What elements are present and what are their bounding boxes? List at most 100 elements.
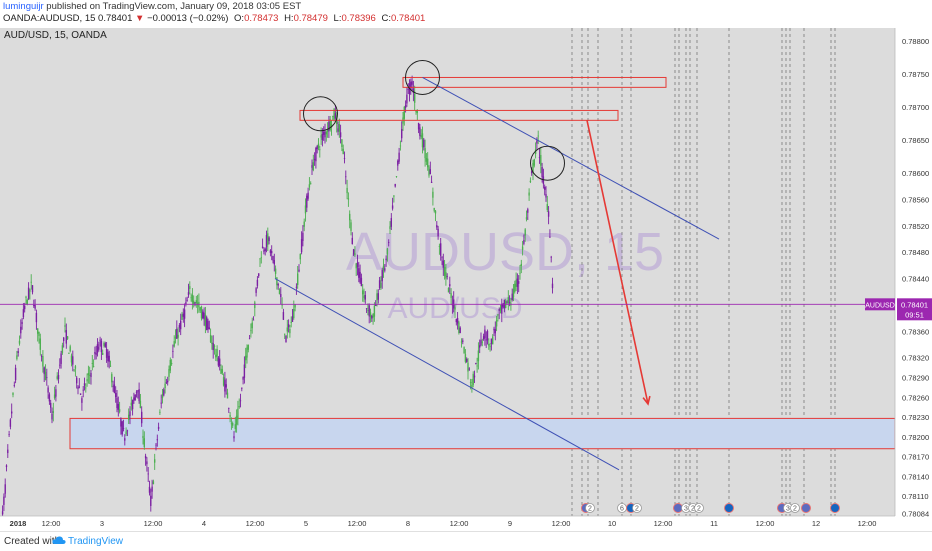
candle-body [364, 294, 366, 300]
candle-body [154, 459, 156, 463]
candle-body [544, 186, 546, 190]
candle-body [302, 232, 304, 241]
candle-body [131, 400, 134, 410]
candle-body [492, 336, 494, 345]
candle-body [176, 328, 178, 339]
candle-body [375, 304, 377, 306]
time-tick-label: 5 [304, 519, 308, 528]
footer-bar: Created with TradingView [0, 531, 932, 551]
candle-body [100, 341, 103, 353]
candle-body [529, 180, 532, 183]
candle-body [334, 113, 337, 119]
candle-body [514, 283, 516, 292]
candle-body [52, 411, 54, 413]
projection-arrow [586, 120, 649, 405]
candle-body [547, 211, 550, 217]
candles [0, 75, 554, 531]
candle-body [276, 277, 278, 286]
candle-body [355, 263, 357, 269]
candle-body [521, 246, 524, 250]
candle-body [480, 339, 482, 345]
au-flag-icon [830, 503, 840, 513]
candle-body [76, 377, 78, 384]
candle-body [511, 293, 513, 300]
author-link[interactable]: luminguijr [3, 1, 44, 12]
candle-body [147, 473, 149, 475]
candle-body [208, 327, 210, 330]
candle-body [213, 345, 216, 348]
candle-body [224, 379, 226, 392]
price-tick-label: 0.78480 [902, 248, 929, 257]
candle-body [378, 280, 381, 289]
candle-body [272, 255, 274, 261]
candle-body [328, 121, 330, 132]
candle-body [135, 391, 138, 393]
candle-body [152, 481, 155, 485]
candle-body [528, 192, 530, 196]
candle-body [69, 346, 71, 352]
candle-body [13, 385, 15, 386]
candle-body [278, 289, 281, 295]
candle-body [206, 317, 208, 330]
candle-body [363, 295, 365, 299]
candle-body [490, 338, 493, 344]
price-tick-label: 0.78110 [902, 492, 929, 501]
demand-zone [69, 417, 896, 450]
event-badge-count: 2 [588, 506, 592, 513]
candle-body [354, 253, 356, 256]
candle-body [393, 195, 395, 197]
candle-body [191, 294, 194, 303]
tradingview-logo-text[interactable]: TradingView [68, 536, 124, 547]
candle-body [463, 347, 465, 354]
price-tick-label: 0.78290 [902, 374, 929, 383]
candle-body [170, 362, 173, 365]
peak-circle-1 [303, 96, 338, 132]
candle-body [12, 392, 14, 395]
price-tick-label: 0.78084 [902, 509, 929, 518]
candle-body [320, 135, 322, 138]
candle-body [519, 272, 521, 274]
candle-body [404, 105, 407, 108]
candle-body [449, 284, 451, 287]
candle-body [211, 342, 213, 344]
candle-body [81, 398, 83, 403]
candle-body [303, 221, 305, 227]
candle-body [264, 248, 266, 252]
candle-body [85, 387, 87, 389]
candle-body [246, 347, 248, 358]
candle-body [360, 277, 363, 287]
candle-body [384, 268, 386, 271]
symbol-name[interactable]: OANDA:AUDUSD, 15 [3, 13, 96, 24]
candle-body [182, 313, 184, 317]
candle-body [256, 279, 259, 286]
candle-body [9, 419, 12, 427]
close-label: C: [381, 13, 391, 24]
candle-body [151, 486, 153, 492]
candle-body [113, 384, 116, 393]
candle-body [258, 273, 260, 277]
candle-body [468, 368, 470, 370]
candle-body [115, 392, 117, 398]
trend-channel-upper [422, 77, 720, 240]
candle-body [385, 258, 387, 261]
candle-body [501, 304, 503, 314]
event-badge-icon [790, 503, 800, 513]
candle-body [459, 327, 461, 334]
candle-body [282, 312, 285, 320]
candle-body [254, 302, 256, 309]
candle-body [222, 377, 225, 386]
candle-body [228, 408, 230, 409]
candle-body [126, 430, 129, 432]
candle-body [108, 355, 110, 362]
event-badge-count: 3 [786, 506, 790, 513]
candle-body [423, 139, 425, 148]
candle-body [300, 239, 303, 253]
candle-body [323, 131, 325, 135]
low-value: 0.78396 [341, 13, 376, 24]
candle-body [16, 355, 18, 360]
candle-body [57, 374, 60, 380]
candle-body [77, 387, 79, 389]
candle-body [440, 243, 442, 256]
candle-body [251, 322, 253, 329]
